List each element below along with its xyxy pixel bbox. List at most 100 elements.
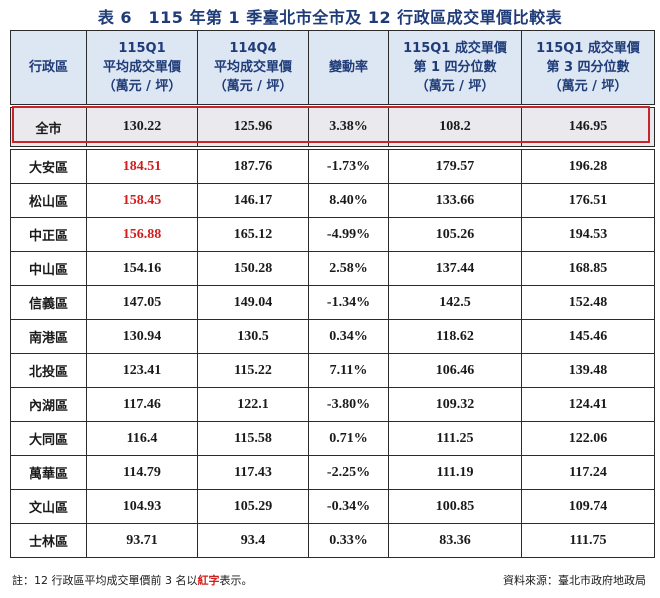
q4-price-cell: 122.1: [197, 387, 309, 422]
data-source: 資料來源：臺北市政府地政局: [503, 574, 646, 587]
district-cell: 萬華區: [10, 455, 87, 490]
change-rate-cell: -4.99%: [308, 217, 389, 252]
header-district: 行政區: [10, 30, 87, 105]
table-title: 表 6 115 年第 1 季臺北市全市及 12 行政區成交單價比較表: [97, 8, 563, 27]
q3-quartile-cell: 152.48: [521, 285, 655, 320]
district-cell: 松山區: [10, 183, 87, 218]
q1-price-cell: 156.88: [86, 217, 198, 252]
total-change: 3.38%: [308, 107, 389, 147]
q4-price-cell: 187.76: [197, 149, 309, 184]
q1-quartile-cell: 137.44: [388, 251, 522, 286]
total-row: 全市 130.22 125.96 3.38% 108.2 146.95: [10, 107, 655, 147]
table-row: 士林區 93.71 93.4 0.33% 83.36 111.75: [10, 523, 655, 558]
q3-quartile-cell: 176.51: [521, 183, 655, 218]
q1-price-cell: 114.79: [86, 455, 198, 490]
q3-quartile-cell: 196.28: [521, 149, 655, 184]
q3-quartile-cell: 111.75: [521, 523, 655, 558]
q1-quartile-cell: 109.32: [388, 387, 522, 422]
total-district: 全市: [10, 107, 87, 147]
q4-price-cell: 165.12: [197, 217, 309, 252]
q4-price-cell: 130.5: [197, 319, 309, 354]
table-row: 北投區 123.41 115.22 7.11% 106.46 139.48: [10, 353, 655, 388]
table-row: 中山區 154.16 150.28 2.58% 137.44 168.85: [10, 251, 655, 286]
q3-quartile-cell: 145.46: [521, 319, 655, 354]
q4-price-cell: 115.58: [197, 421, 309, 456]
q1-price-cell: 154.16: [86, 251, 198, 286]
header-change: 變動率: [308, 30, 389, 105]
q1-price-cell: 117.46: [86, 387, 198, 422]
header-p25: 115Q1 成交單價 第 1 四分位數 （萬元 / 坪）: [388, 30, 522, 105]
q1-quartile-cell: 83.36: [388, 523, 522, 558]
table-row: 內湖區 117.46 122.1 -3.80% 109.32 124.41: [10, 387, 655, 422]
q1-quartile-cell: 100.85: [388, 489, 522, 524]
district-cell: 大安區: [10, 149, 87, 184]
price-comparison-table: 行政區 115Q1 平均成交單價 （萬元 / 坪） 114Q4 平均成交單價 （…: [10, 30, 655, 558]
change-rate-cell: 0.33%: [308, 523, 389, 558]
q1-price-cell: 130.94: [86, 319, 198, 354]
total-p25: 108.2: [388, 107, 522, 147]
change-rate-cell: 0.34%: [308, 319, 389, 354]
q3-quartile-cell: 122.06: [521, 421, 655, 456]
change-rate-cell: 0.71%: [308, 421, 389, 456]
header-p75: 115Q1 成交單價 第 3 四分位數 （萬元 / 坪）: [521, 30, 655, 105]
footnote-red-text: 紅字: [197, 574, 220, 587]
q1-quartile-cell: 111.25: [388, 421, 522, 456]
q1-quartile-cell: 133.66: [388, 183, 522, 218]
q4-price-cell: 115.22: [197, 353, 309, 388]
change-rate-cell: -2.25%: [308, 455, 389, 490]
q1-quartile-cell: 111.19: [388, 455, 522, 490]
q1-quartile-cell: 105.26: [388, 217, 522, 252]
q3-quartile-cell: 124.41: [521, 387, 655, 422]
header-q1: 115Q1 平均成交單價 （萬元 / 坪）: [86, 30, 198, 105]
change-rate-cell: -0.34%: [308, 489, 389, 524]
q3-quartile-cell: 194.53: [521, 217, 655, 252]
q4-price-cell: 105.29: [197, 489, 309, 524]
total-q1: 130.22: [86, 107, 198, 147]
q3-quartile-cell: 109.74: [521, 489, 655, 524]
q1-price-cell: 116.4: [86, 421, 198, 456]
table-row: 南港區 130.94 130.5 0.34% 118.62 145.46: [10, 319, 655, 354]
q1-price-cell: 104.93: [86, 489, 198, 524]
table-row: 中正區 156.88 165.12 -4.99% 105.26 194.53: [10, 217, 655, 252]
header-row: 行政區 115Q1 平均成交單價 （萬元 / 坪） 114Q4 平均成交單價 （…: [10, 30, 655, 105]
q1-price-cell: 184.51: [86, 149, 198, 184]
table-row: 大安區 184.51 187.76 -1.73% 179.57 196.28: [10, 149, 655, 184]
q4-price-cell: 146.17: [197, 183, 309, 218]
q3-quartile-cell: 117.24: [521, 455, 655, 490]
q1-quartile-cell: 142.5: [388, 285, 522, 320]
total-p75: 146.95: [521, 107, 655, 147]
q4-price-cell: 93.4: [197, 523, 309, 558]
table-row: 大同區 116.4 115.58 0.71% 111.25 122.06: [10, 421, 655, 456]
footnote: 註：12 行政區平均成交單價前 3 名以紅字表示。: [12, 574, 253, 587]
table-row: 萬華區 114.79 117.43 -2.25% 111.19 117.24: [10, 455, 655, 490]
change-rate-cell: -1.34%: [308, 285, 389, 320]
q4-price-cell: 149.04: [197, 285, 309, 320]
district-cell: 中山區: [10, 251, 87, 286]
table-row: 松山區 158.45 146.17 8.40% 133.66 176.51: [10, 183, 655, 218]
district-cell: 大同區: [10, 421, 87, 456]
district-rows: 大安區 184.51 187.76 -1.73% 179.57 196.28 松山區 158.…: [10, 149, 655, 558]
q1-price-cell: 147.05: [86, 285, 198, 320]
district-cell: 中正區: [10, 217, 87, 252]
q1-quartile-cell: 179.57: [388, 149, 522, 184]
district-cell: 士林區: [10, 523, 87, 558]
change-rate-cell: 2.58%: [308, 251, 389, 286]
q1-price-cell: 93.71: [86, 523, 198, 558]
total-q4: 125.96: [197, 107, 309, 147]
q1-price-cell: 123.41: [86, 353, 198, 388]
change-rate-cell: 8.40%: [308, 183, 389, 218]
table-row: 文山區 104.93 105.29 -0.34% 100.85 109.74: [10, 489, 655, 524]
q3-quartile-cell: 168.85: [521, 251, 655, 286]
table-row: 信義區 147.05 149.04 -1.34% 142.5 152.48: [10, 285, 655, 320]
q1-quartile-cell: 106.46: [388, 353, 522, 388]
district-cell: 信義區: [10, 285, 87, 320]
change-rate-cell: -1.73%: [308, 149, 389, 184]
q4-price-cell: 117.43: [197, 455, 309, 490]
district-cell: 文山區: [10, 489, 87, 524]
q1-quartile-cell: 118.62: [388, 319, 522, 354]
q3-quartile-cell: 139.48: [521, 353, 655, 388]
q1-price-cell: 158.45: [86, 183, 198, 218]
header-q4: 114Q4 平均成交單價 （萬元 / 坪）: [197, 30, 309, 105]
change-rate-cell: 7.11%: [308, 353, 389, 388]
district-cell: 南港區: [10, 319, 87, 354]
